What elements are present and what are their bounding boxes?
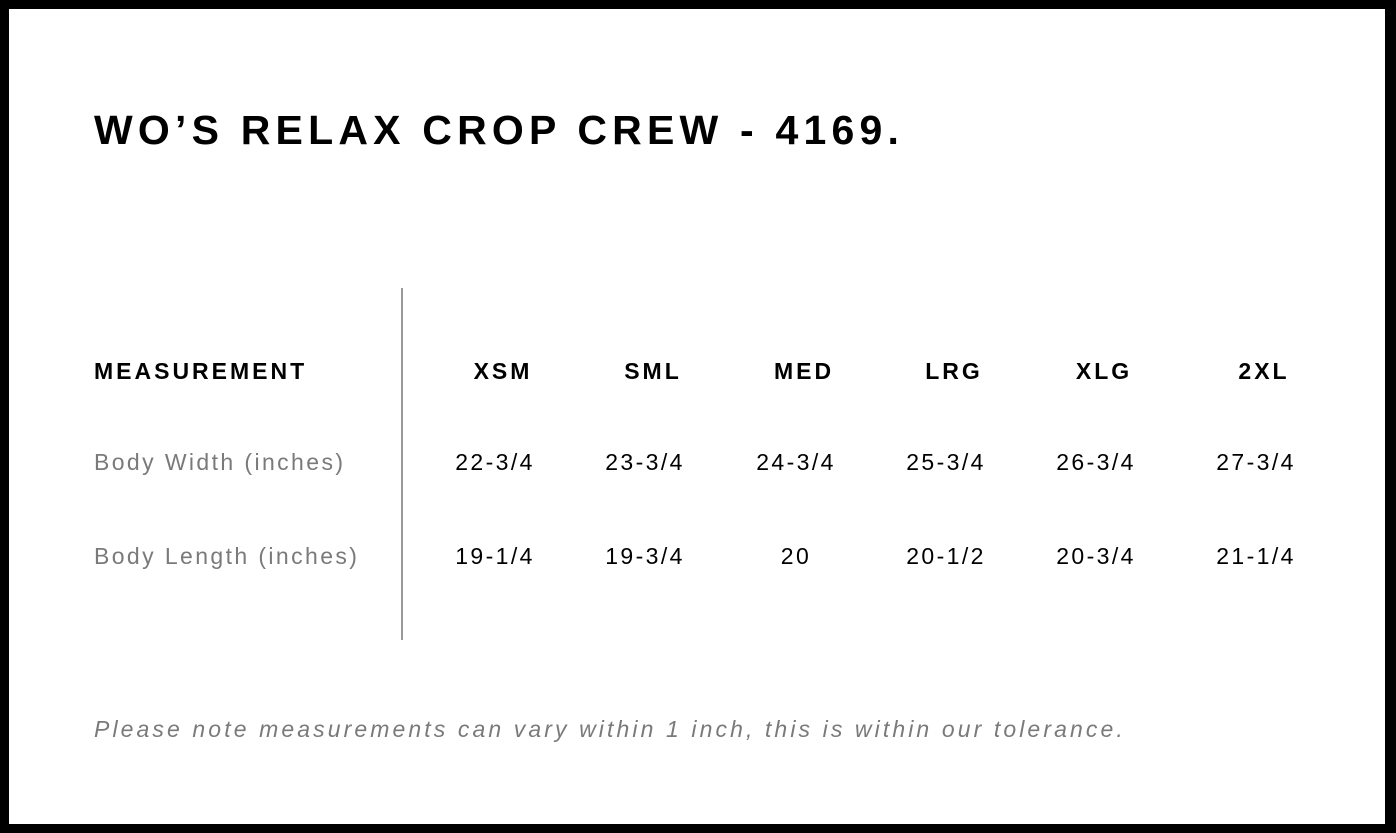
table-cell: 23-3/4 (605, 449, 685, 475)
tolerance-note: Please note measurements can vary within… (94, 716, 1126, 742)
size-header-xlg: XLG (1075, 358, 1133, 384)
size-header-lrg: LRG (925, 358, 983, 384)
size-header-xsm: XSM (473, 358, 533, 384)
table-cell: 20-1/2 (906, 543, 986, 569)
table-cell: 26-3/4 (1056, 449, 1136, 475)
measurement-header: MEASUREMENT (94, 358, 308, 384)
row-label: Body Width (inches) (94, 449, 346, 475)
table-cell: 20-3/4 (1056, 543, 1136, 569)
size-header-2xl: 2XL (1238, 358, 1290, 384)
table-cell: 25-3/4 (906, 449, 986, 475)
table-cell: 22-3/4 (455, 449, 535, 475)
table-cell: 19-1/4 (455, 543, 535, 569)
table-cell: 21-1/4 (1216, 543, 1296, 569)
size-chart-card: WO’S RELAX CROP CREW - 4169. MEASUREMENT… (9, 9, 1385, 824)
table-cell: 19-3/4 (605, 543, 685, 569)
size-header-med: MED (773, 358, 835, 384)
row-label: Body Length (inches) (94, 543, 360, 569)
table-cell: 24-3/4 (756, 449, 836, 475)
page-title: WO’S RELAX CROP CREW - 4169. (94, 107, 905, 153)
size-header-sml: SML (624, 358, 682, 384)
column-divider (401, 288, 403, 640)
table-cell: 20 (780, 543, 812, 569)
table-cell: 27-3/4 (1216, 449, 1296, 475)
